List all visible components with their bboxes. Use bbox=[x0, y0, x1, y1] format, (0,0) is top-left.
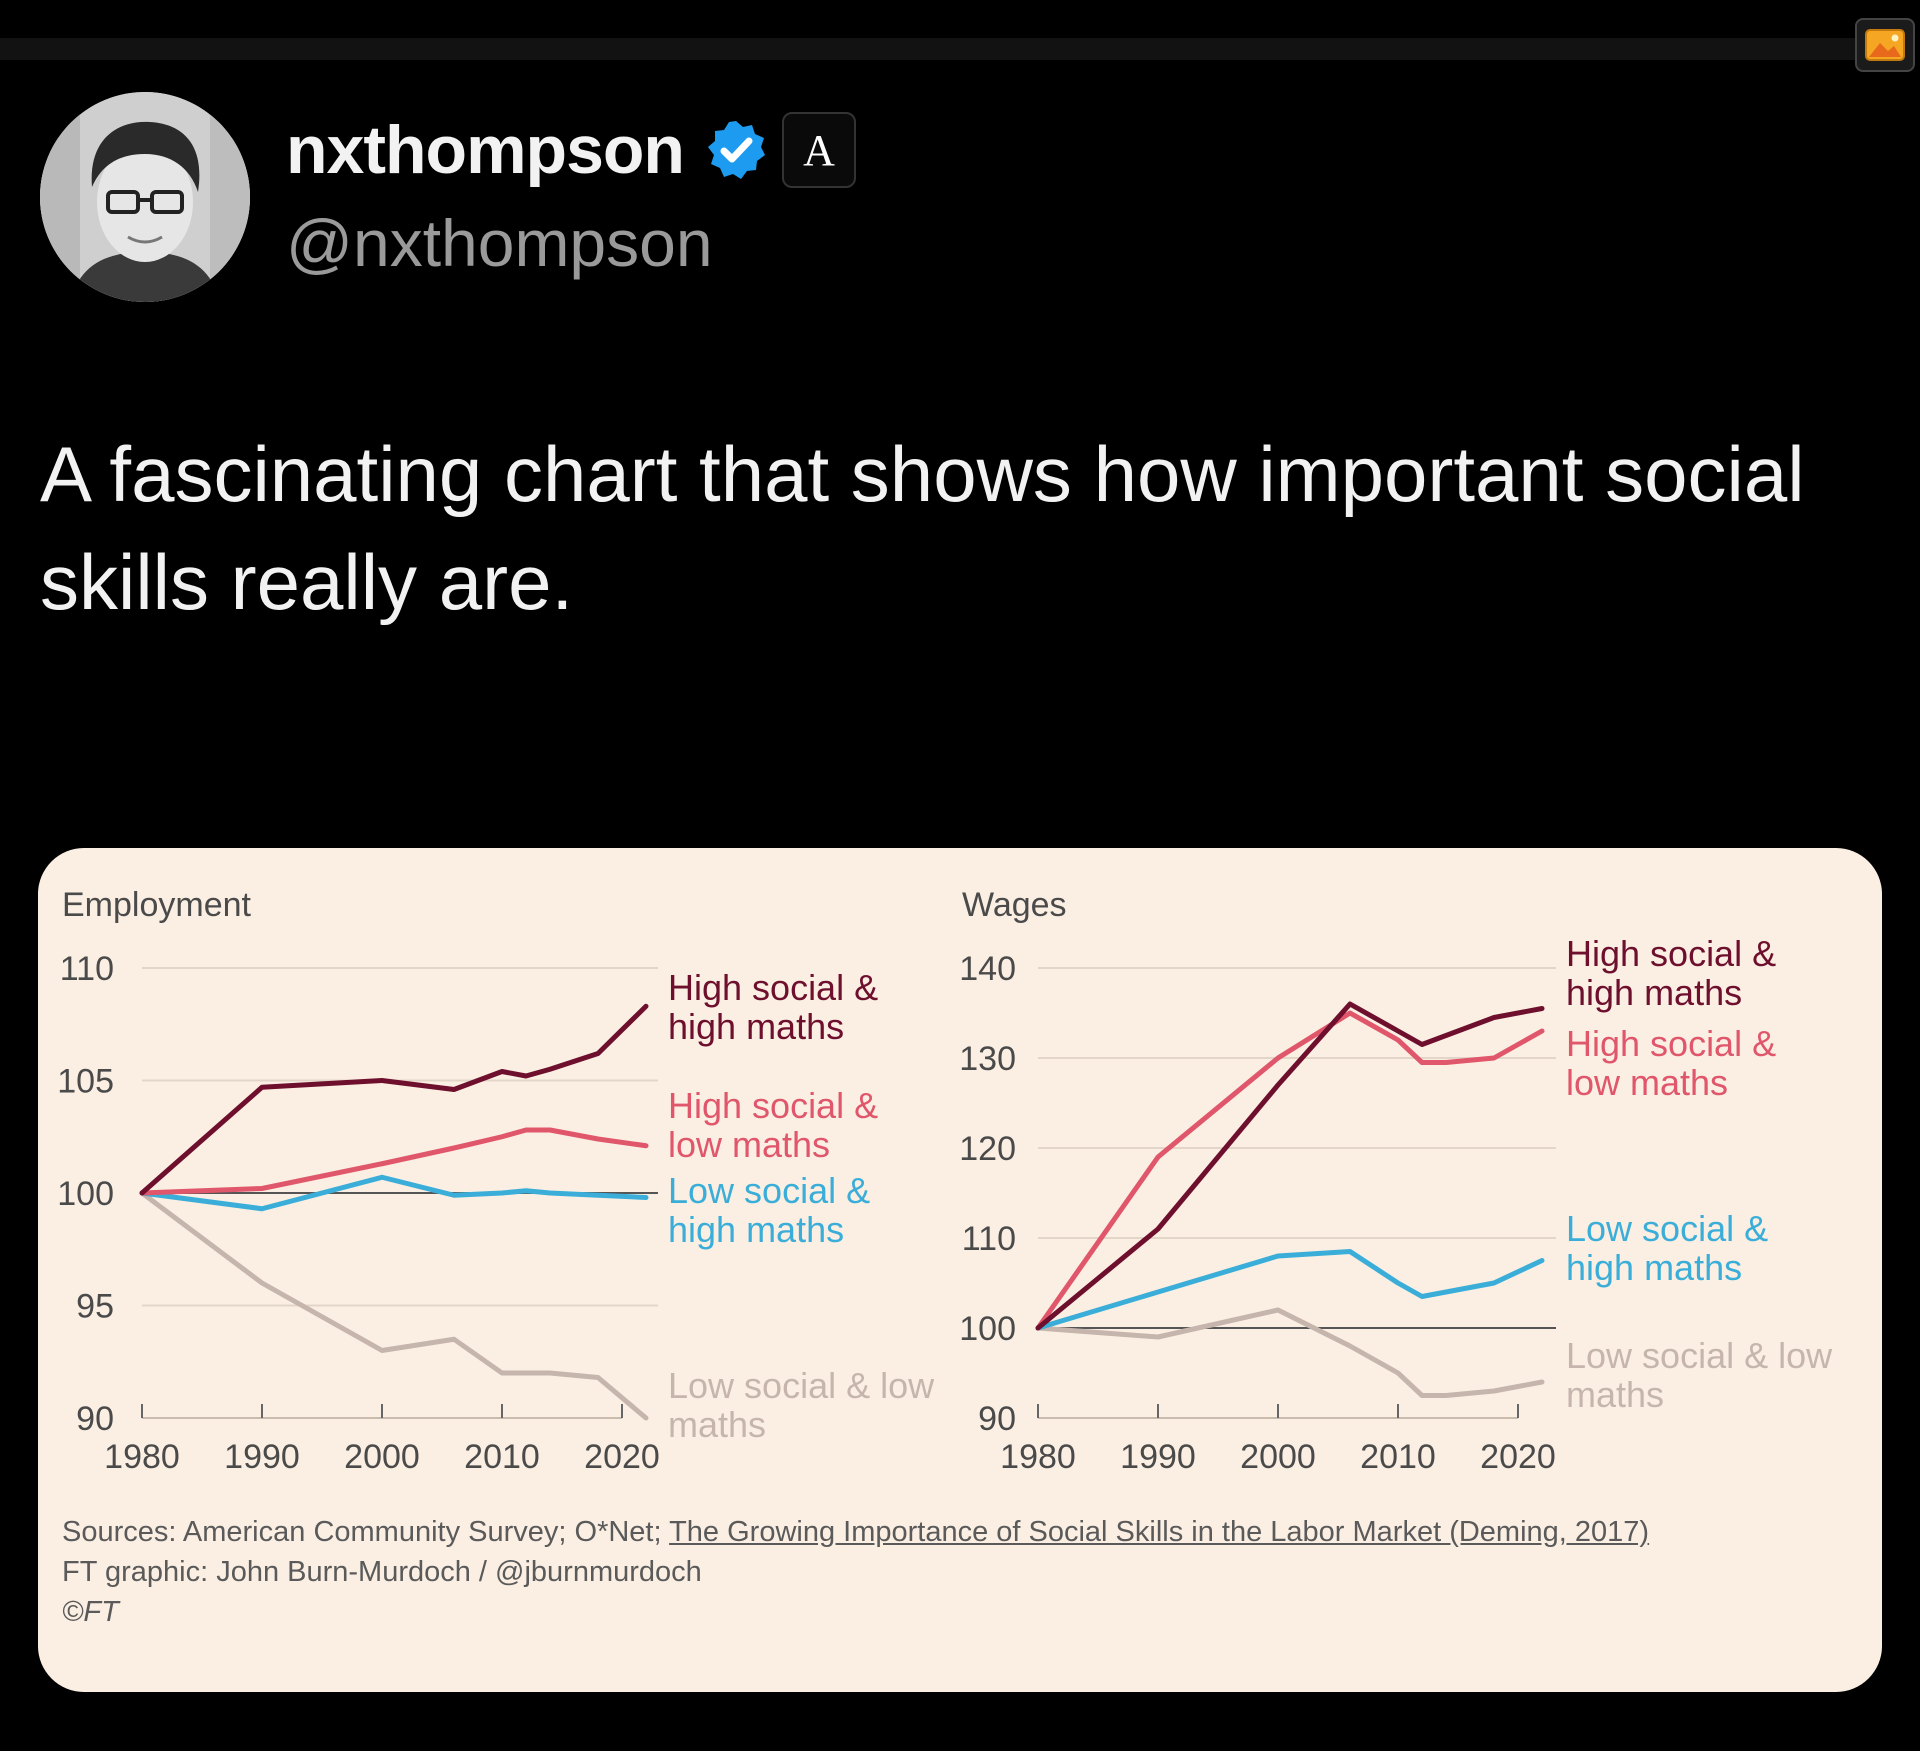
employment-x-tick-label: 2020 bbox=[584, 1438, 660, 1476]
wages-series-line-lshm bbox=[1035, 1249, 1545, 1331]
wages-y-tick-label: 90 bbox=[978, 1400, 1016, 1438]
sources-line: Sources: American Community Survey; O*Ne… bbox=[62, 1512, 1649, 1552]
employment-series-line-lshm bbox=[139, 1174, 649, 1212]
wages-y-tick-label: 100 bbox=[959, 1310, 1016, 1348]
top-bar bbox=[0, 38, 1860, 60]
employment-series-line-hshm bbox=[139, 1003, 649, 1196]
sources-block: Sources: American Community Survey; O*Ne… bbox=[62, 1512, 1649, 1632]
employment-series-label-hshm: high maths bbox=[668, 1006, 844, 1047]
wages-x-tick-label: 2010 bbox=[1360, 1438, 1436, 1476]
wages-series-label-hshm: High social & bbox=[1566, 933, 1776, 974]
wages-series-line-hshm bbox=[1035, 1001, 1545, 1331]
employment-x-tick-label: 2010 bbox=[464, 1438, 540, 1476]
employment-x-tick-label: 2000 bbox=[344, 1438, 420, 1476]
sources-link[interactable]: The Growing Importance of Social Skills … bbox=[669, 1516, 1650, 1548]
employment-chart-title: Employment bbox=[62, 886, 252, 924]
wages-series-label-lslm: maths bbox=[1566, 1374, 1664, 1415]
wages-series-label-hslm: low maths bbox=[1566, 1062, 1728, 1103]
verified-badge-icon bbox=[707, 121, 765, 179]
tweet-text: A fascinating chart that shows how impor… bbox=[40, 430, 1805, 626]
employment-y-tick-label: 100 bbox=[57, 1175, 114, 1213]
affiliation-badge[interactable]: A bbox=[781, 112, 856, 188]
employment-series-line-lslm bbox=[139, 1190, 649, 1421]
employment-x-tick-label: 1990 bbox=[224, 1438, 300, 1476]
wages-x-tick-label: 1980 bbox=[1000, 1438, 1076, 1476]
wages-series-label-lslm: Low social & low bbox=[1566, 1335, 1833, 1376]
sources-prefix: Sources: American Community Survey; O*Ne… bbox=[62, 1516, 670, 1548]
avatar[interactable] bbox=[40, 92, 250, 302]
wages-y-tick-label: 120 bbox=[959, 1130, 1016, 1168]
wages-series-line-lslm bbox=[1035, 1307, 1545, 1398]
chart-card[interactable]: Employment 90 95 100 105 110 1980 1990 2000 2010 2… bbox=[38, 848, 1882, 1692]
wages-series-line-hslm bbox=[1035, 1010, 1545, 1331]
wages-x-tick-label: 1990 bbox=[1120, 1438, 1196, 1476]
employment-y-tick-label: 110 bbox=[60, 950, 114, 988]
wages-y-tick-label: 130 bbox=[959, 1040, 1016, 1078]
display-name[interactable]: nxthompson bbox=[286, 112, 685, 188]
user-handle[interactable]: @nxthompson bbox=[286, 206, 713, 280]
employment-y-tick-label: 90 bbox=[76, 1400, 114, 1438]
wages-series-label-lshm: high maths bbox=[1566, 1247, 1742, 1288]
employment-series-label-hslm: low maths bbox=[668, 1124, 830, 1165]
wages-chart-title: Wages bbox=[962, 886, 1067, 924]
author-name-row: nxthompson A bbox=[286, 110, 856, 190]
image-icon[interactable] bbox=[1855, 18, 1915, 72]
wages-series-label-lshm: Low social & bbox=[1566, 1208, 1768, 1249]
graphic-credit: FT graphic: John Burn-Murdoch / @jburnmu… bbox=[62, 1556, 702, 1588]
wages-y-tick-label: 140 bbox=[959, 950, 1016, 988]
affiliation-letter: A bbox=[803, 125, 835, 175]
copyright: ©FT bbox=[62, 1596, 119, 1628]
employment-series-line-hslm bbox=[139, 1127, 649, 1196]
wages-x-tick-label: 2020 bbox=[1480, 1438, 1556, 1476]
wages-y-tick-label: 110 bbox=[962, 1220, 1016, 1258]
employment-x-tick-label: 1980 bbox=[104, 1438, 180, 1476]
employment-y-tick-label: 95 bbox=[76, 1288, 114, 1326]
employment-series-label-hslm: High social & bbox=[668, 1085, 878, 1126]
employment-series-label-hshm: High social & bbox=[668, 967, 878, 1008]
employment-y-tick-label: 105 bbox=[57, 1063, 114, 1101]
employment-series-label-lslm: Low social & low bbox=[668, 1365, 935, 1406]
employment-series-label-lshm: high maths bbox=[668, 1209, 844, 1250]
charts-svg: Employment 90 95 100 105 110 1980 1990 2000 2010 2… bbox=[57, 886, 1833, 1476]
wages-series-label-hshm: high maths bbox=[1566, 972, 1742, 1013]
wages-x-tick-label: 2000 bbox=[1240, 1438, 1316, 1476]
employment-series-label-lshm: Low social & bbox=[668, 1170, 870, 1211]
employment-series-label-lslm: maths bbox=[668, 1404, 766, 1445]
wages-series-label-hslm: High social & bbox=[1566, 1023, 1776, 1064]
